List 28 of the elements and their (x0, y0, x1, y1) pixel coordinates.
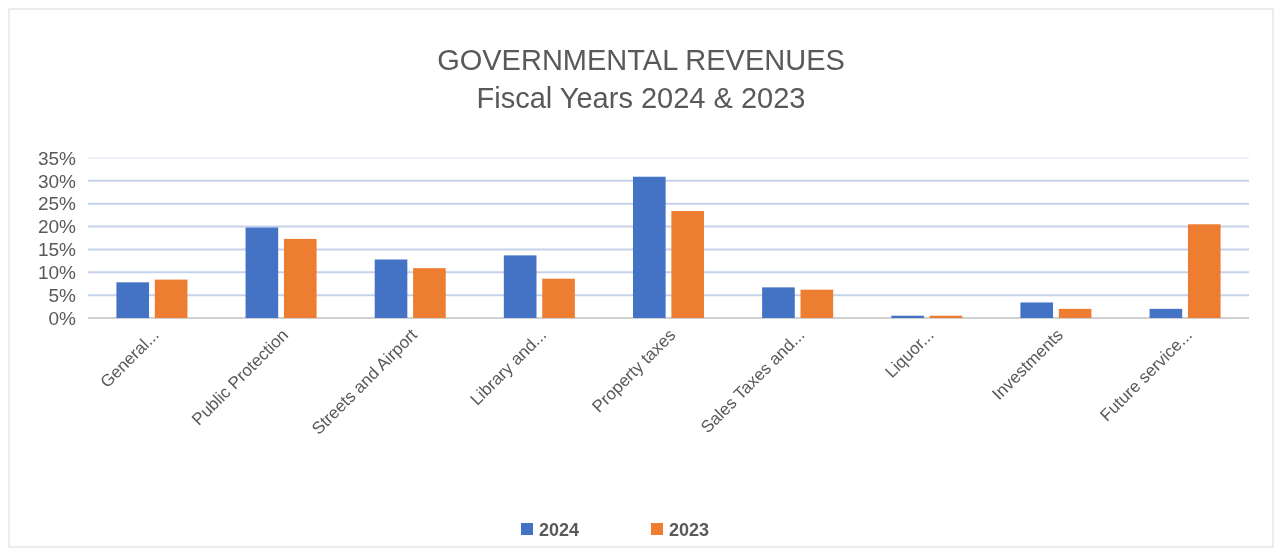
bar (671, 211, 705, 318)
bar (1020, 302, 1054, 318)
y-tick-label: 25% (37, 193, 77, 215)
bar (762, 287, 795, 318)
bar (542, 278, 575, 318)
bar (503, 255, 537, 318)
legend-label: 2023 (669, 520, 710, 541)
legend-label: 2024 (539, 520, 580, 541)
y-tick-label: 5% (48, 284, 77, 306)
y-tick-label: 15% (37, 239, 77, 261)
bar (632, 176, 666, 318)
bar (374, 259, 408, 318)
y-tick-label: 35% (37, 147, 77, 169)
bar (116, 282, 150, 318)
y-tick-label: 10% (37, 261, 77, 283)
y-tick-label: 0% (48, 307, 77, 329)
bar (154, 279, 188, 318)
bar (245, 227, 279, 318)
bar (1149, 308, 1183, 318)
bar (1058, 308, 1092, 318)
bar (413, 268, 446, 318)
y-tick-label: 30% (37, 170, 77, 192)
bar (283, 238, 317, 318)
y-tick-label: 20% (37, 216, 77, 238)
chart-title: GOVERNMENTAL REVENUES (437, 44, 845, 76)
bar (800, 289, 834, 318)
chart-subtitle: Fiscal Years 2024 & 2023 (476, 82, 806, 114)
bar (1187, 224, 1221, 318)
